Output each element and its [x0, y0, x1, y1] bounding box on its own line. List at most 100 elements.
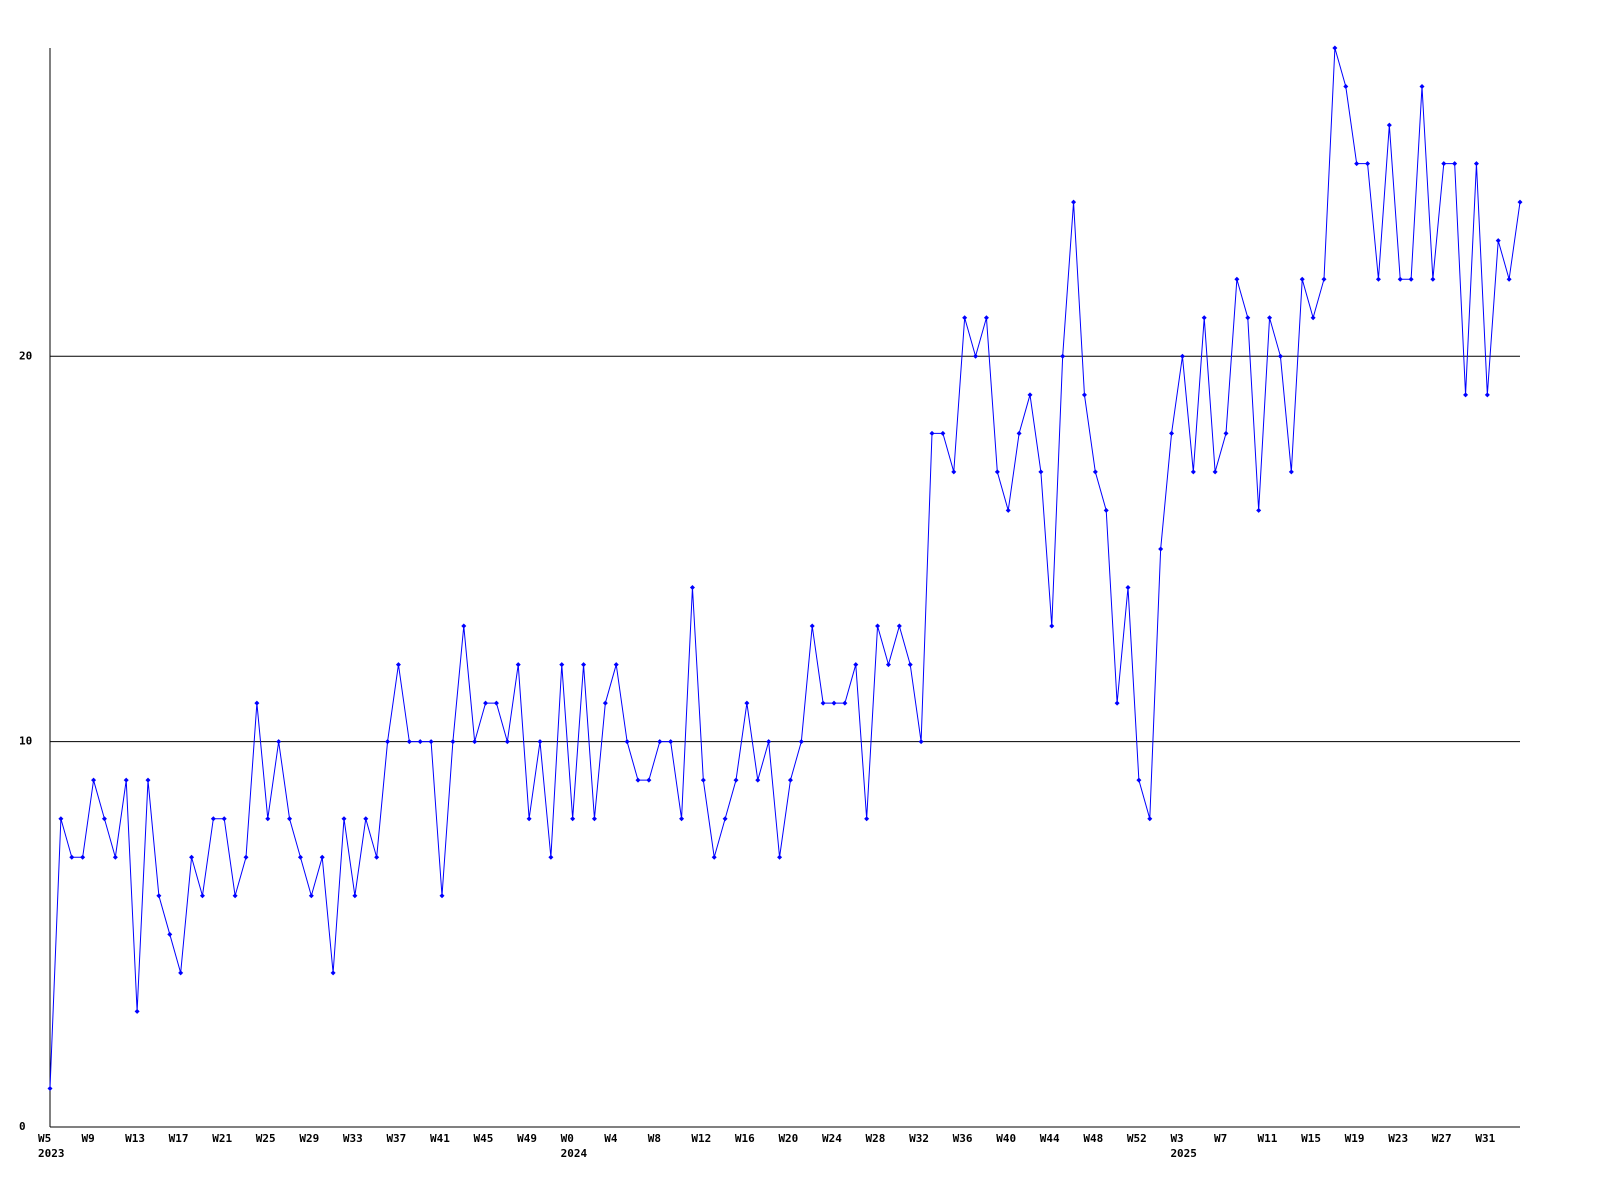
x-tick-label: W11: [1258, 1132, 1278, 1145]
data-point: [167, 931, 173, 937]
x-tick-label: W31: [1475, 1132, 1495, 1145]
data-point: [1027, 392, 1033, 398]
data-point: [1125, 585, 1131, 590]
data-point: [1114, 700, 1120, 706]
x-tick-label: W21: [212, 1132, 232, 1145]
x-tick-label: W12: [691, 1132, 711, 1145]
data-point: [134, 1008, 140, 1014]
data-point: [1005, 507, 1011, 513]
x-tick-label: W45: [474, 1132, 494, 1145]
data-point: [515, 662, 521, 668]
data-point: [1223, 430, 1229, 436]
x-tick-label: W16: [735, 1132, 755, 1145]
data-point: [875, 623, 881, 629]
data-point: [1321, 276, 1327, 282]
data-point: [1234, 276, 1240, 282]
data-point: [657, 739, 663, 745]
x-tick-label: W28: [866, 1132, 886, 1145]
data-point: [646, 777, 652, 783]
data-point: [374, 854, 380, 860]
data-point: [493, 700, 499, 706]
data-point: [973, 353, 979, 359]
data-point: [1343, 84, 1349, 90]
x-tick-label: W9: [82, 1132, 95, 1145]
data-point: [570, 816, 576, 822]
year-label: 2025: [1170, 1147, 1197, 1160]
data-point: [940, 430, 946, 436]
data-point: [722, 816, 728, 822]
data-point: [232, 893, 238, 899]
data-point: [700, 777, 706, 783]
x-tick-label: W41: [430, 1132, 450, 1145]
x-tick-label: W5: [38, 1132, 51, 1145]
data-point: [91, 777, 97, 783]
x-tick-label: W7: [1214, 1132, 1227, 1145]
data-point: [777, 854, 783, 860]
data-point: [744, 700, 750, 706]
data-point: [951, 469, 957, 475]
data-point: [1288, 469, 1294, 475]
data-point: [276, 739, 282, 745]
data-point: [581, 662, 587, 668]
data-point: [461, 623, 467, 629]
data-point: [1517, 199, 1523, 205]
data-point: [221, 816, 227, 822]
data-point: [80, 854, 86, 860]
x-tick-label: W27: [1432, 1132, 1452, 1145]
data-point: [885, 662, 891, 668]
data-point: [199, 893, 205, 899]
y-tick-label: 0: [19, 1120, 26, 1133]
data-point: [483, 700, 489, 706]
data-point: [1386, 122, 1392, 128]
data-line: [49, 47, 1521, 1089]
data-point: [755, 777, 761, 783]
data-point: [1212, 469, 1218, 475]
data-point: [907, 662, 913, 668]
data-point: [896, 623, 902, 629]
x-tick-label: W13: [125, 1132, 145, 1145]
data-point: [439, 893, 445, 899]
data-point: [711, 854, 717, 860]
data-point: [1081, 392, 1087, 398]
data-point: [1267, 315, 1273, 321]
x-tick-label: W33: [343, 1132, 363, 1145]
data-point: [428, 739, 434, 745]
data-point: [287, 816, 293, 822]
data-point: [962, 315, 968, 321]
data-point: [330, 970, 336, 976]
data-point: [537, 739, 543, 745]
x-tick-label: W40: [996, 1132, 1016, 1145]
data-point: [591, 816, 597, 822]
x-tick-label: W48: [1083, 1132, 1103, 1145]
data-point: [689, 585, 695, 590]
x-tick-label: W44: [1040, 1132, 1060, 1145]
year-label: 2023: [38, 1147, 65, 1160]
data-point: [1452, 161, 1458, 167]
x-tick-label: W17: [169, 1132, 189, 1145]
data-point: [679, 816, 685, 822]
data-point: [1179, 353, 1185, 359]
data-point: [1441, 161, 1447, 167]
data-point: [417, 739, 423, 745]
data-point: [450, 739, 456, 745]
data-point: [798, 739, 804, 745]
data-point: [1277, 353, 1283, 359]
data-point: [1092, 469, 1098, 475]
data-point: [1245, 315, 1251, 321]
x-tick-label: W3: [1170, 1132, 1183, 1145]
data-point: [983, 315, 989, 321]
data-point: [123, 777, 129, 783]
data-point: [265, 816, 271, 822]
data-point: [1365, 161, 1371, 167]
y-tick-label: 10: [19, 735, 32, 748]
data-point: [1299, 276, 1305, 282]
data-point: [1147, 816, 1153, 822]
x-tick-label: W20: [778, 1132, 798, 1145]
data-point: [1190, 469, 1196, 475]
data-point: [668, 739, 674, 745]
x-tick-label: W15: [1301, 1132, 1321, 1145]
data-point: [994, 469, 1000, 475]
data-point: [624, 739, 630, 745]
